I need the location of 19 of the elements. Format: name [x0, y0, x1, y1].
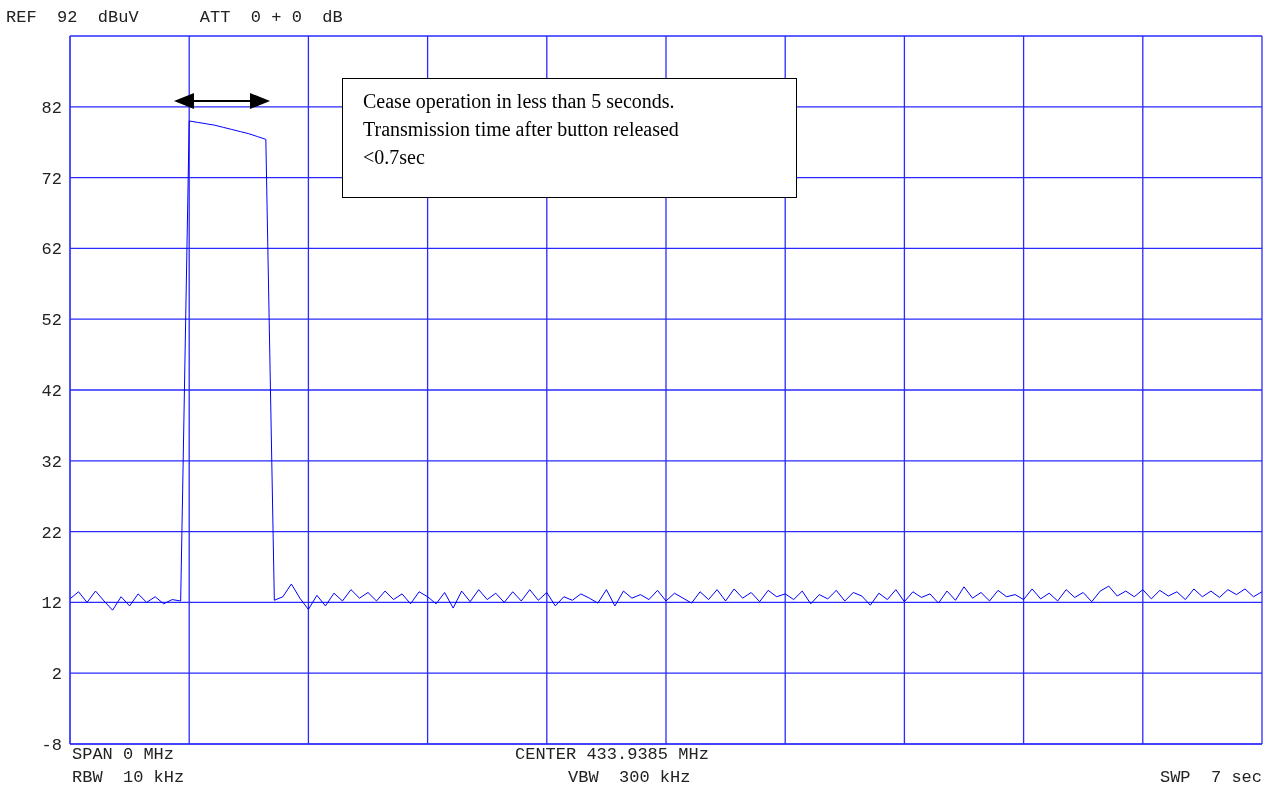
- y-tick-label: 72: [41, 169, 62, 189]
- line-series: [69, 120, 1263, 611]
- text: SWP 7 sec: [1159, 768, 1262, 787]
- text-box: Cease operation in less than 5 seconds. Transmission time after button released <0.7sec: [342, 78, 797, 198]
- y-tick-label: 12: [41, 594, 62, 614]
- y-tick-label: 82: [41, 98, 62, 118]
- text: RBW 10 kHz: [72, 768, 185, 787]
- annotation: Cease operation in less than 5 seconds. Transmission time after button released <0.7sec: [363, 89, 680, 170]
- y-tick-label: 52: [41, 311, 62, 331]
- y-tick-label: 42: [41, 382, 62, 402]
- chart-title: REF 92 dBuV ATT 0 + 0 dB: [6, 8, 343, 27]
- text: SPAN 0 MHz: [72, 745, 175, 764]
- text: CENTER 433.9385 MHz: [515, 745, 709, 764]
- y-tick-label: -8: [41, 736, 62, 756]
- y-tick-label: 62: [41, 240, 62, 260]
- y-tick-label: 32: [41, 452, 62, 472]
- text: VBW 300 kHz: [568, 768, 691, 787]
- y-tick-label: 2: [51, 665, 62, 685]
- y-tick-label: 22: [41, 523, 62, 543]
